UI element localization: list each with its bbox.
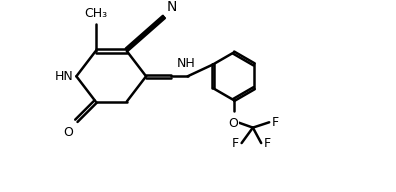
Text: HN: HN — [55, 70, 73, 83]
Text: F: F — [232, 137, 239, 150]
Text: NH: NH — [177, 57, 196, 70]
Text: O: O — [63, 126, 73, 139]
Text: F: F — [264, 137, 271, 150]
Text: N: N — [167, 0, 177, 14]
Text: CH₃: CH₃ — [84, 7, 107, 20]
Text: O: O — [228, 117, 238, 130]
Text: F: F — [272, 116, 279, 129]
